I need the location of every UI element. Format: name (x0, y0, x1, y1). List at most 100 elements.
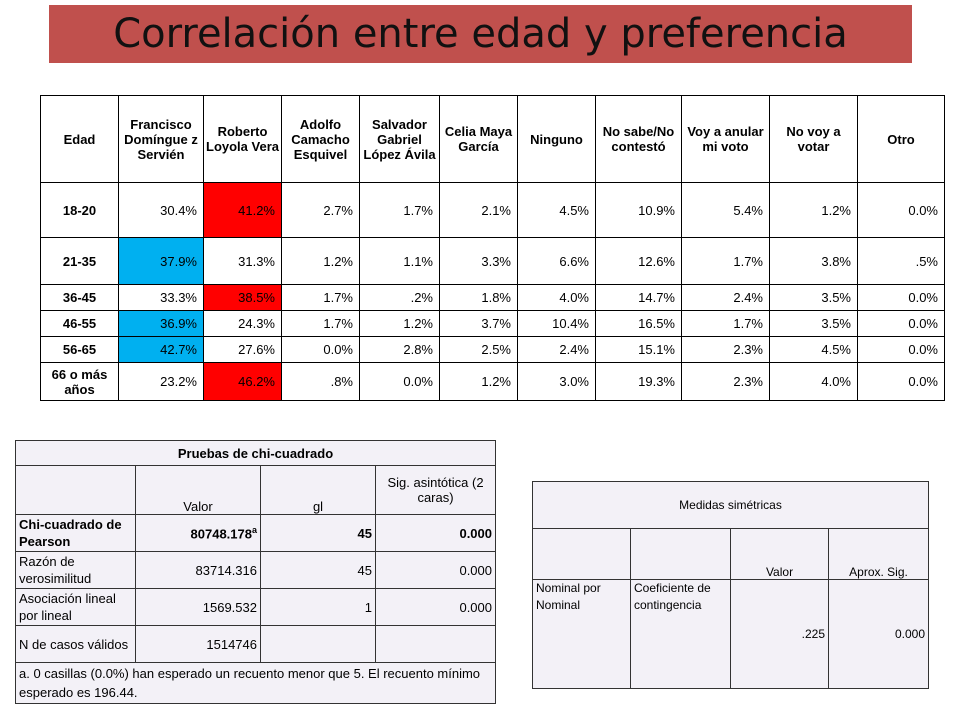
chi-row-value: 1514746 (135, 625, 261, 663)
chi-row-value: 1569.532 (135, 588, 261, 626)
value-cell: 1.7% (281, 310, 360, 337)
age-cell: 18-20 (40, 182, 119, 238)
age-cell: 56-65 (40, 336, 119, 363)
value-cell: 33.3% (118, 284, 204, 311)
chi-row-label: Razón de verosimilitud (15, 551, 136, 589)
sym-row-sig: 0.000 (827, 579, 930, 689)
value-cell: 1.7% (681, 310, 770, 337)
value-cell: 1.2% (769, 182, 858, 238)
table-row: 36-45 33.3% 38.5% 1.7% .2% 1.8% 4.0% 14.7% 2.4% 3… (40, 284, 945, 311)
column-header: No voy a votar (769, 95, 858, 183)
table-row: 56-65 42.7% 27.6% 0.0% 2.8% 2.5% 2.4% 15.1% 2.3%… (40, 336, 945, 363)
chi-table-title: Pruebas de chi-cuadrado (14, 440, 497, 466)
table-row: 18-20 30.4% 41.2% 2.7% 1.7% 2.1% 4.5% 10.9% 5.4%… (40, 182, 945, 238)
value-cell: 2.8% (359, 336, 440, 363)
title-banner: Correlación entre edad y preferencia (49, 5, 912, 63)
value-cell: 3.3% (439, 237, 518, 285)
chi-row-label: N de casos válidos (15, 625, 136, 663)
page-title: Correlación entre edad y preferencia (113, 11, 848, 57)
chi-header-empty (15, 465, 136, 515)
table-row: 46-55 36.9% 24.3% 1.7% 1.2% 3.7% 10.4% 16.5% 1.7… (40, 310, 945, 337)
sym-header-sig: Aprox. Sig. (827, 528, 930, 580)
chi-value-text: 83714.316 (195, 562, 257, 578)
column-header: No sabe/No contestó (595, 95, 682, 183)
value-cell: 24.3% (203, 310, 282, 337)
value-cell: 23.2% (118, 362, 204, 401)
value-cell: 36.9% (118, 310, 204, 337)
value-cell: 4.5% (517, 182, 596, 238)
sym-table-title: Medidas simétricas (531, 481, 930, 529)
chi-value-text: 1514746 (206, 636, 257, 652)
column-header: Otro (857, 95, 945, 183)
value-cell: 16.5% (595, 310, 682, 337)
value-cell: 1.2% (439, 362, 518, 401)
column-header: Ninguno (517, 95, 596, 183)
chi-row: Chi-cuadrado de Pearson 80748.178a 45 0.000 (15, 514, 497, 552)
value-cell: 2.3% (681, 362, 770, 401)
value-cell: 2.5% (439, 336, 518, 363)
chi-row-gl (260, 625, 376, 663)
column-header: Adolfo Camacho Esquivel (281, 95, 360, 183)
age-preference-table: Edad Francisco Domíngue z Servién Roberto … (40, 95, 945, 401)
chi-row: Razón de verosimilitud 83714.316 45 0.000 (15, 551, 497, 589)
value-cell: 3.7% (439, 310, 518, 337)
value-cell: 10.9% (595, 182, 682, 238)
column-header: Edad (40, 95, 119, 183)
value-cell: 37.9% (118, 237, 204, 285)
value-cell: 46.2% (203, 362, 282, 401)
value-cell: 38.5% (203, 284, 282, 311)
sym-header-valor: Valor (730, 528, 829, 580)
table-row: 21-35 37.9% 31.3% 1.2% 1.1% 3.3% 6.6% 12.6% 1.7%… (40, 237, 945, 285)
chi-row-sig (374, 625, 497, 663)
footnote-marker: a (251, 524, 257, 535)
chi-row-value: 83714.316 (135, 551, 261, 589)
value-cell: .8% (281, 362, 360, 401)
chi-row-sig: 0.000 (374, 551, 497, 589)
value-cell: 1.7% (359, 182, 440, 238)
column-header: Salvador Gabriel López Ávila (359, 95, 440, 183)
chi-footnote: a. 0 casillas (0.0%) han esperado un rec… (14, 662, 497, 704)
value-cell: 4.5% (769, 336, 858, 363)
value-cell: 41.2% (203, 182, 282, 238)
value-cell: 4.0% (517, 284, 596, 311)
value-cell: 1.7% (281, 284, 360, 311)
value-cell: 0.0% (857, 362, 945, 401)
value-cell: 31.3% (203, 237, 282, 285)
value-cell: 2.1% (439, 182, 518, 238)
chi-row: N de casos válidos 1514746 (15, 625, 497, 663)
column-header: Voy a anular mi voto (681, 95, 770, 183)
chi-row-label: Asociación lineal por lineal (15, 588, 136, 626)
value-cell: 19.3% (595, 362, 682, 401)
chi-row-value: 80748.178a (135, 514, 261, 552)
sym-header-empty-2 (630, 528, 731, 580)
value-cell: 2.4% (681, 284, 770, 311)
value-cell: 2.7% (281, 182, 360, 238)
chi-header-gl: gl (260, 465, 376, 515)
value-cell: 3.5% (769, 310, 858, 337)
value-cell: 0.0% (359, 362, 440, 401)
value-cell: 4.0% (769, 362, 858, 401)
table-header-row: Edad Francisco Domíngue z Servién Roberto … (40, 95, 945, 183)
value-cell: 27.6% (203, 336, 282, 363)
value-cell: 5.4% (681, 182, 770, 238)
value-cell: .5% (857, 237, 945, 285)
chi-row: Asociación lineal por lineal 1569.532 1 0.0… (15, 588, 497, 626)
chi-row-sig: 0.000 (374, 514, 497, 552)
value-cell: 14.7% (595, 284, 682, 311)
value-cell: 10.4% (517, 310, 596, 337)
sym-row-label-1: Nominal por Nominal (532, 579, 631, 689)
value-cell: 2.3% (681, 336, 770, 363)
column-header: Francisco Domíngue z Servién (118, 95, 204, 183)
chi-square-table: Pruebas de chi-cuadrado Valor gl Sig. as… (14, 440, 497, 704)
value-cell: 15.1% (595, 336, 682, 363)
value-cell: 0.0% (281, 336, 360, 363)
value-cell: 0.0% (857, 336, 945, 363)
value-cell: .2% (359, 284, 440, 311)
chi-row-gl: 45 (260, 551, 376, 589)
value-cell: 3.0% (517, 362, 596, 401)
chi-value-text: 80748.178 (190, 526, 252, 542)
sym-header-empty-1 (532, 528, 631, 580)
value-cell: 3.8% (769, 237, 858, 285)
value-cell: 1.7% (681, 237, 770, 285)
sym-row-label-2: Coeficiente de contingencia (630, 579, 731, 689)
